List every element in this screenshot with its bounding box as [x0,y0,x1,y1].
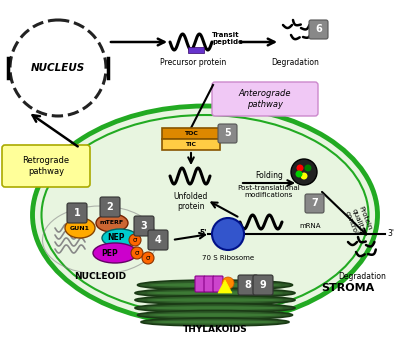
FancyBboxPatch shape [148,230,168,250]
Text: Degradation: Degradation [271,58,319,67]
Ellipse shape [135,304,295,312]
Circle shape [131,247,143,259]
Ellipse shape [149,313,281,317]
FancyBboxPatch shape [213,276,223,292]
Text: 3': 3' [387,230,394,238]
FancyBboxPatch shape [218,124,237,143]
Text: THYLAKOIDS: THYLAKOIDS [183,325,247,334]
Text: mTERF: mTERF [100,221,124,225]
FancyBboxPatch shape [212,82,318,116]
FancyBboxPatch shape [195,276,205,292]
Ellipse shape [96,214,128,232]
Circle shape [129,234,141,246]
Text: NUCLEOID: NUCLEOID [74,272,126,281]
FancyBboxPatch shape [253,275,273,295]
FancyBboxPatch shape [134,216,154,236]
Ellipse shape [147,298,283,302]
Ellipse shape [147,291,283,295]
Ellipse shape [149,283,281,287]
Text: 9: 9 [260,280,266,290]
Circle shape [296,170,302,177]
Text: 70 S Ribosome: 70 S Ribosome [202,255,254,261]
FancyBboxPatch shape [100,197,120,217]
Text: STROMA: STROMA [321,283,375,293]
Bar [162,139,220,150]
Bar [162,128,220,139]
Ellipse shape [135,289,295,298]
Text: Folding: Folding [255,171,283,180]
FancyBboxPatch shape [305,194,324,213]
Text: σ: σ [133,237,137,243]
Polygon shape [218,280,232,293]
Circle shape [212,218,244,250]
Text: 6: 6 [315,24,322,34]
Ellipse shape [93,243,137,263]
Text: Post-translational
modifications: Post-translational modifications [238,185,300,198]
Circle shape [222,277,234,289]
Ellipse shape [138,280,292,290]
Ellipse shape [141,318,289,326]
FancyBboxPatch shape [67,203,87,223]
Text: Transit
peptide: Transit peptide [212,32,243,45]
Circle shape [300,172,308,180]
Bar [188,47,204,53]
Text: NEP: NEP [107,234,125,242]
Ellipse shape [152,320,278,324]
Text: σ: σ [146,255,150,261]
Text: 5': 5' [200,230,207,238]
Text: 4: 4 [155,235,161,245]
Text: TIC: TIC [186,142,196,147]
FancyBboxPatch shape [309,20,328,39]
Circle shape [304,165,312,171]
Circle shape [291,159,317,185]
Text: TOC: TOC [184,131,198,136]
Ellipse shape [135,295,295,305]
Text: 5: 5 [224,129,231,138]
Text: 2: 2 [107,202,113,212]
Ellipse shape [102,229,138,247]
Text: 3: 3 [141,221,147,231]
Text: PEP: PEP [102,249,118,257]
Text: Unfolded
protein: Unfolded protein [174,192,208,211]
FancyBboxPatch shape [2,145,90,187]
FancyBboxPatch shape [238,275,258,295]
Text: Degradation: Degradation [338,272,386,281]
Text: NUCLEUS: NUCLEUS [31,63,85,73]
Text: Retrograde
pathway: Retrograde pathway [22,156,70,176]
Text: mRNA: mRNA [299,223,321,229]
Text: 7: 7 [311,199,318,208]
Text: Protein
quality
control: Protein quality control [344,205,372,236]
Ellipse shape [138,310,292,320]
Circle shape [10,20,106,116]
Text: 8: 8 [244,280,252,290]
Text: GUN1: GUN1 [70,225,90,231]
Circle shape [296,165,304,171]
Ellipse shape [32,106,378,324]
Text: Anterograde
pathway: Anterograde pathway [239,89,291,109]
Circle shape [142,252,154,264]
FancyBboxPatch shape [204,276,214,292]
Text: σ: σ [135,250,139,256]
Ellipse shape [147,306,283,310]
Text: Precursor protein: Precursor protein [160,58,226,67]
Text: 1: 1 [74,208,80,218]
Ellipse shape [65,218,95,238]
